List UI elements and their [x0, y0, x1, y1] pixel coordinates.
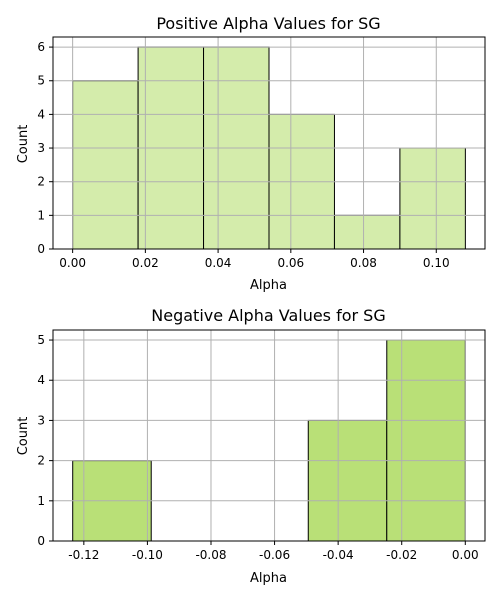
y-tick-label: 1 — [37, 494, 45, 508]
bars — [72, 339, 466, 542]
x-tick-label: -0.08 — [195, 548, 226, 562]
x-tick-label: 0.10 — [423, 256, 450, 270]
x-tick-label: -0.02 — [386, 548, 417, 562]
x-tick-label: 0.00 — [452, 548, 479, 562]
x-tick-label: 0.06 — [277, 256, 304, 270]
histogram-bar — [307, 419, 388, 542]
x-tick-label: 0.02 — [132, 256, 159, 270]
y-tick-label: 3 — [37, 413, 45, 427]
positive-alpha-histogram: Positive Alpha Values for SG Alpha Count… — [16, 14, 486, 293]
histogram-bar — [72, 80, 139, 250]
x-tick-label: 0.08 — [350, 256, 377, 270]
y-tick-label: 1 — [37, 208, 45, 222]
x-tick-label: -0.10 — [132, 548, 163, 562]
y-tick-label: 5 — [37, 333, 45, 347]
y-tick-label: 4 — [37, 107, 45, 121]
negative-alpha-histogram: Negative Alpha Values for SG Alpha Count… — [16, 306, 486, 586]
chart-title: Negative Alpha Values for SG — [151, 306, 385, 325]
y-tick-label: 0 — [37, 534, 45, 548]
axes-frame — [52, 329, 486, 542]
x-tick-label: -0.06 — [259, 548, 290, 562]
y-axis-label: Count — [16, 125, 31, 164]
histogram-bar — [333, 214, 401, 250]
x-axis-label: Alpha — [250, 571, 287, 586]
x-tick-label: 0.00 — [59, 256, 86, 270]
y-axis-label: Count — [16, 417, 31, 456]
chart-title: Positive Alpha Values for SG — [156, 14, 380, 33]
histogram-bar — [399, 147, 466, 250]
x-axis-label: Alpha — [250, 278, 287, 293]
y-tick-label: 0 — [37, 242, 45, 256]
x-tick-label: 0.04 — [205, 256, 232, 270]
y-tick-label: 2 — [37, 454, 45, 468]
x-tick-label: -0.04 — [323, 548, 354, 562]
y-tick-label: 3 — [37, 141, 45, 155]
axes-frame — [52, 36, 486, 250]
y-tick-label: 4 — [37, 373, 45, 387]
y-tick-label: 5 — [37, 74, 45, 88]
x-tick-label: -0.12 — [68, 548, 99, 562]
histogram-bar — [386, 339, 466, 542]
y-tick-label: 2 — [37, 175, 45, 189]
y-tick-label: 6 — [37, 40, 45, 54]
